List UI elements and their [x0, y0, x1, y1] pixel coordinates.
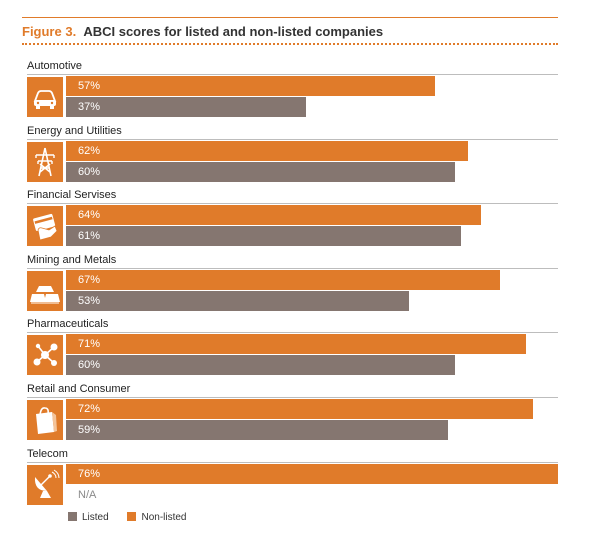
power-tower-icon	[27, 141, 63, 182]
legend-label-non-listed: Non-listed	[141, 512, 187, 523]
legend-swatch-listed	[68, 512, 77, 521]
car-icon	[27, 77, 63, 117]
bar-listed	[66, 226, 461, 247]
category-label: Pharmaceuticals	[27, 318, 109, 331]
category-label: Retail and Consumer	[27, 383, 131, 395]
bar-non-listed	[66, 76, 435, 96]
data-label: 59%	[78, 424, 101, 436]
bar-listed	[66, 97, 306, 117]
category-label: Financial Servises	[27, 189, 117, 202]
data-label: 61%	[78, 230, 101, 243]
data-label: 57%	[78, 80, 101, 92]
chart-legend: Listed Non-listed	[68, 512, 203, 523]
figure-title: Figure 3. ABCI scores for listed and non…	[22, 24, 383, 39]
legend-label-listed: Listed	[82, 512, 109, 523]
legend-swatch-non-listed	[127, 512, 137, 521]
data-label: 72%	[78, 403, 101, 415]
data-label: 60%	[78, 165, 101, 178]
category-separator	[27, 138, 558, 140]
title-top-rule	[22, 17, 558, 18]
data-label: 60%	[78, 359, 101, 372]
credit-card-hand-icon	[27, 206, 63, 247]
bar-listed	[66, 161, 455, 182]
data-label: 76%	[78, 467, 101, 480]
category-label: Automotive	[27, 60, 83, 72]
legend-item-non-listed: Non-listed	[127, 512, 187, 523]
data-label: 53%	[78, 294, 101, 307]
category-label: Telecom	[27, 447, 68, 460]
category-separator	[27, 74, 558, 75]
satellite-dish-icon	[27, 464, 63, 505]
bar-non-listed	[66, 334, 526, 355]
category-separator	[27, 397, 558, 398]
data-label: 64%	[78, 209, 101, 222]
category-label: Energy and Utilities	[27, 124, 122, 137]
bar-non-listed	[66, 140, 468, 161]
data-label: 37%	[78, 101, 101, 113]
title-dotted-rule	[22, 43, 558, 45]
figure-number: Figure 3.	[22, 24, 77, 39]
bar-non-listed	[66, 269, 500, 290]
bar-listed	[66, 290, 409, 311]
category-label: Mining and Metals	[27, 253, 117, 266]
data-label: 71%	[78, 338, 101, 351]
legend-item-listed: Listed	[68, 512, 109, 523]
bar-listed	[66, 355, 455, 376]
data-label: 62%	[78, 144, 101, 157]
data-label: 67%	[78, 273, 101, 286]
gold-bars-icon	[27, 270, 63, 311]
category-separator	[27, 461, 558, 463]
bar-non-listed	[66, 205, 481, 226]
bar-non-listed	[66, 399, 533, 419]
figure-title-text: ABCI scores for listed and non-listed co…	[83, 24, 384, 39]
bar-listed	[66, 420, 448, 440]
category-separator	[27, 332, 558, 334]
category-separator	[27, 267, 558, 269]
bar-non-listed	[66, 463, 558, 484]
shopping-bag-icon	[27, 400, 63, 440]
category-separator	[27, 203, 558, 205]
molecule-icon	[27, 335, 63, 376]
data-label-na: N/A	[78, 488, 97, 501]
